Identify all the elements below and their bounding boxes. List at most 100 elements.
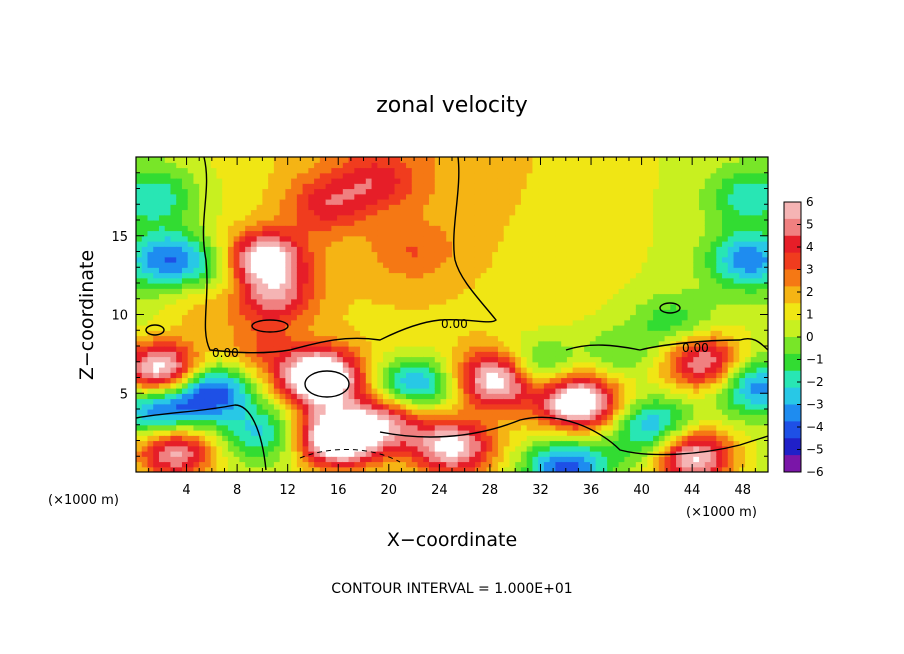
heatmap-cell [256,372,263,379]
heatmap-cell [354,309,361,316]
heatmap-cell [469,241,476,247]
heatmap-cell [308,246,315,253]
heatmap-cell [233,162,241,169]
heatmap-cell [566,188,574,195]
heatmap-cell [463,293,470,300]
heatmap-cell [302,204,309,211]
heatmap-cell [227,440,235,447]
heatmap-cell [181,314,189,321]
heatmap-cell [612,440,620,447]
heatmap-cell [509,435,516,442]
heatmap-cell [239,167,246,174]
heatmap-cell [141,241,149,247]
heatmap-cell [526,209,534,216]
heatmap-cell [279,435,286,442]
heatmap-cell [411,325,419,331]
heatmap-cell [434,435,442,442]
heatmap-cell [446,466,453,472]
heatmap-cell [199,346,206,352]
heatmap-cell [446,225,453,232]
heatmap-cell [337,372,344,379]
heatmap-cell [589,367,597,373]
heatmap-cell [607,288,614,295]
heatmap-cell [348,382,355,389]
heatmap-cell [319,419,327,426]
heatmap-cell [147,451,154,457]
heatmap-cell [532,220,539,226]
heatmap-cell [210,419,218,426]
heatmap-cell [153,445,160,452]
heatmap-cell [452,361,459,368]
heatmap-cell [348,430,355,436]
heatmap-cell [291,178,298,184]
heatmap-cell [383,372,390,379]
heatmap-cell [210,403,218,410]
heatmap-cell [474,456,482,463]
heatmap-cell [204,298,212,305]
heatmap-cell [319,235,327,242]
heatmap-cell [273,188,281,195]
heatmap-cell [532,204,539,211]
heatmap-cell [187,178,195,184]
heatmap-cell [452,403,459,410]
heatmap-cell [538,298,545,305]
heatmap-cell [480,424,488,431]
heatmap-cell [268,256,275,263]
heatmap-cell [239,466,246,472]
heatmap-cell [383,188,390,195]
heatmap-cell [222,435,229,442]
heatmap-cell [388,267,396,274]
heatmap-cell [136,325,143,331]
heatmap-cell [268,220,275,226]
heatmap-cell [314,225,321,232]
heatmap-cell [164,319,172,326]
heatmap-cell [164,424,172,431]
heatmap-cell [136,409,143,415]
heatmap-cell [158,388,166,394]
heatmap-cell [434,251,442,258]
heatmap-cell [348,193,355,200]
heatmap-cell [354,382,361,389]
heatmap-cell [469,419,476,426]
heatmap-cell [268,235,275,242]
heatmap-cell [147,388,154,394]
heatmap-cell [595,435,602,442]
heatmap-cell [509,445,516,452]
heatmap-cell [572,325,579,331]
heatmap-cell [164,367,172,373]
heatmap-cell [193,309,200,316]
heatmap-cell [584,403,591,410]
heatmap-cell [440,445,447,452]
heatmap-cell [250,225,258,232]
heatmap-cell [239,440,246,447]
heatmap-cell [595,225,602,232]
heatmap-cell [302,157,309,163]
heatmap-cell [170,440,177,447]
heatmap-cell [463,283,470,289]
heatmap-cell [348,409,355,415]
heatmap-cell [486,414,493,421]
heatmap-cell [314,183,321,190]
heatmap-cell [147,272,154,279]
heatmap-cell [555,309,562,316]
heatmap-cell [607,256,614,263]
heatmap-cell [319,409,327,415]
heatmap-cell [503,204,511,211]
heatmap-cell [176,456,183,463]
heatmap-cell [497,419,505,426]
heatmap-cell [141,466,149,472]
heatmap-cell [360,262,367,268]
heatmap-cell [342,262,350,268]
heatmap-cell [227,361,235,368]
heatmap-cell [612,414,620,421]
heatmap-cell [181,214,189,221]
heatmap-cell [555,209,562,216]
heatmap-cell [446,298,453,305]
heatmap-cell [285,204,292,211]
heatmap-cell [607,388,614,394]
heatmap-cell [337,445,344,452]
heatmap-cell [452,461,459,468]
heatmap-cell [187,325,195,331]
heatmap-cell [279,283,286,289]
heatmap-cell [296,199,304,205]
